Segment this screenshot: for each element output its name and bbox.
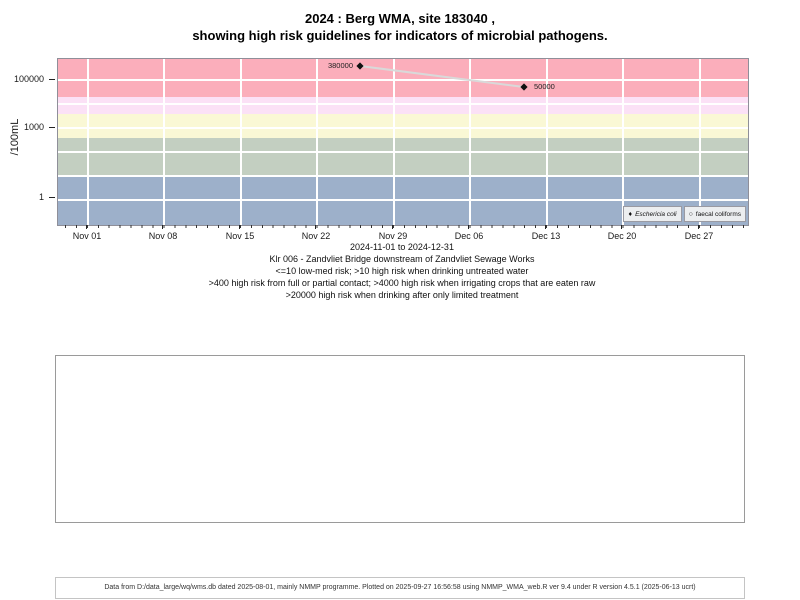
x-tick-label: Nov 29 [378, 231, 408, 241]
x-tick-label: Dec 13 [531, 231, 561, 241]
legend-label: Eschericia coli [635, 210, 677, 218]
data-point-diamond-icon [356, 62, 364, 70]
gridline-h [58, 199, 748, 201]
legend-label: faecal coliforms [695, 210, 741, 218]
x-axis-minor-ticks [65, 225, 747, 228]
risk-band-red [58, 59, 748, 97]
caption-site: Klr 006 - Zandvliet Bridge downstream of… [269, 254, 535, 264]
legend-item-faecal-coliforms: ○ faecal coliforms [683, 206, 746, 222]
footer-note: Data from D:/data_large/wq/wms.db dated … [104, 584, 696, 591]
gridline-v [240, 59, 242, 225]
y-tick-label: 1 [38, 192, 44, 202]
x-tick-mark [545, 225, 546, 229]
risk-band-green [58, 138, 748, 176]
gridline-v [699, 59, 701, 225]
caption-date-range: 2024-11-01 to 2024-12-31 [350, 242, 454, 252]
x-tick-mark [239, 225, 240, 229]
data-point-diamond-icon [520, 83, 528, 91]
x-tick-label: Nov 15 [225, 231, 255, 241]
y-tick-label: 100000 [13, 74, 44, 84]
ecoli-series-line [359, 65, 525, 88]
x-tick-label: Nov 08 [148, 231, 178, 241]
gridline-v [316, 59, 318, 225]
gridline-h [58, 103, 748, 105]
open-circle-icon: ○ [688, 210, 693, 218]
y-axis-title: /100mL [9, 118, 21, 156]
risk-band-pink [58, 97, 748, 114]
x-tick-mark [468, 225, 469, 229]
y-tick-mark [49, 127, 55, 128]
x-tick-label: Dec 06 [454, 231, 484, 241]
footer-box: Data from D:/data_large/wq/wms.db dated … [55, 577, 745, 599]
gridline-h [58, 151, 748, 153]
caption-guideline-2: >400 high risk from full or partial cont… [208, 278, 596, 288]
plot-area: 380000 50000 ♦ Eschericia coli ○ faecal … [57, 58, 749, 226]
x-tick-mark [162, 225, 163, 229]
x-tick-mark [698, 225, 699, 229]
series-layer [356, 62, 528, 91]
x-tick-mark [86, 225, 87, 229]
y-tick-mark [49, 197, 55, 198]
gridline-h [58, 79, 748, 81]
gridline-h [58, 175, 748, 177]
data-point-label: 50000 [534, 82, 555, 91]
y-tick-mark [49, 79, 55, 80]
gridline-v [87, 59, 89, 225]
gridline-h [58, 127, 748, 129]
gridline-v [163, 59, 165, 225]
empty-panel [55, 355, 745, 523]
x-tick-label: Nov 01 [72, 231, 102, 241]
gridline-v [469, 59, 471, 225]
gridline-v [622, 59, 624, 225]
chart-title-line-2: showing high risk guidelines for indicat… [192, 28, 608, 43]
legend: ♦ Eschericia coli ○ faecal coliforms [623, 206, 746, 222]
data-point-label: 380000 [327, 61, 353, 70]
gridline-v [546, 59, 548, 225]
x-tick-label: Dec 27 [684, 231, 714, 241]
gridline-v [393, 59, 395, 225]
x-tick-label: Nov 22 [301, 231, 331, 241]
y-tick-label: 1000 [23, 122, 44, 132]
caption-guideline-3: >20000 high risk when drinking after onl… [285, 290, 519, 300]
x-tick-mark [621, 225, 622, 229]
filled-diamond-icon: ♦ [628, 210, 633, 218]
x-tick-label: Dec 20 [607, 231, 637, 241]
x-tick-mark [392, 225, 393, 229]
legend-item-ecoli: ♦ Eschericia coli [623, 206, 682, 222]
x-tick-mark [315, 225, 316, 229]
chart-title-line-1: 2024 : Berg WMA, site 183040 , [304, 11, 496, 26]
risk-band-yellow [58, 114, 748, 138]
caption-guideline-1: <=10 low-med risk; >10 high risk when dr… [275, 266, 529, 276]
